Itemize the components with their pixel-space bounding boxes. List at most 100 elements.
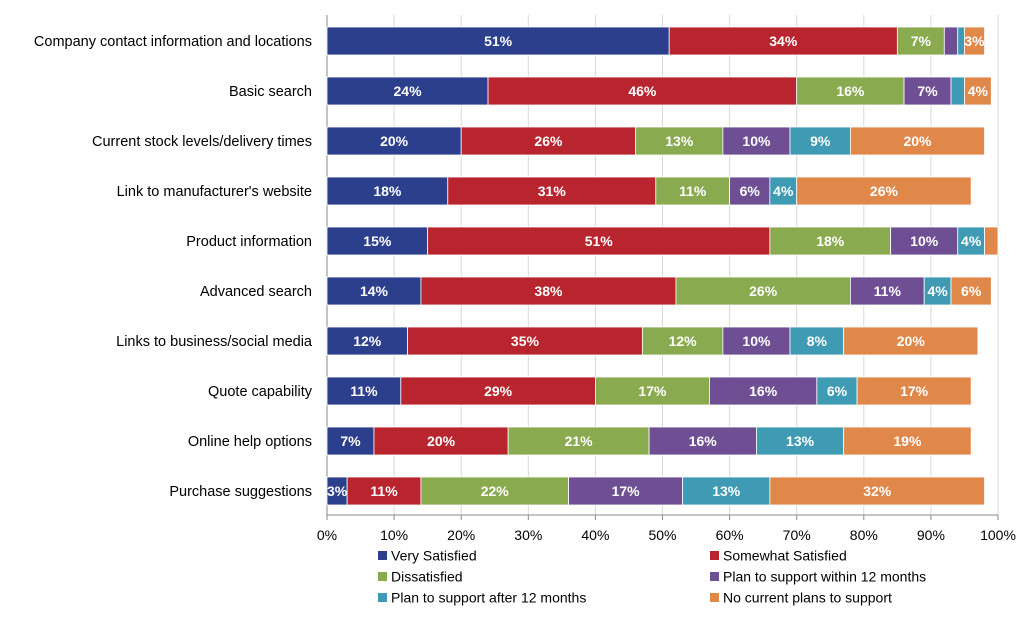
data-label: 9%: [810, 133, 831, 149]
bar-segment: [668, 26, 898, 56]
data-label: 7%: [911, 33, 932, 49]
bar-segment: [943, 26, 959, 56]
data-label: 34%: [769, 33, 798, 49]
data-label: 17%: [900, 383, 929, 399]
bar-segment: [675, 276, 851, 306]
bar-segment: [326, 26, 670, 56]
data-label: 4%: [773, 183, 794, 199]
data-label: 7%: [340, 433, 361, 449]
category-label: Online help options: [188, 434, 312, 450]
legend-swatch: [710, 572, 719, 581]
bar-segment: [964, 76, 992, 106]
bar-segment: [756, 426, 845, 456]
data-label: 15%: [363, 233, 392, 249]
data-label: 21%: [565, 433, 594, 449]
data-label: 13%: [665, 133, 694, 149]
bar-segment: [648, 426, 757, 456]
legend: Very Satisfied Somewhat Satisfied Dissatis…: [378, 548, 926, 606]
data-label: 38%: [534, 283, 563, 299]
category-label: Current stock levels/delivery times: [92, 134, 312, 150]
data-label: 51%: [484, 33, 513, 49]
legend-swatch: [378, 593, 387, 602]
data-label: 18%: [816, 233, 845, 249]
bar-segment: [326, 176, 449, 206]
bar-segment: [843, 326, 979, 356]
category-labels: Company contact information and location…: [34, 34, 313, 500]
data-label: 13%: [712, 483, 741, 499]
bar-segment: [487, 76, 798, 106]
data-label: 10%: [742, 133, 771, 149]
data-label: 29%: [484, 383, 513, 399]
data-label: 20%: [427, 433, 456, 449]
bar-segment: [796, 176, 972, 206]
bar-segment: [326, 226, 429, 256]
bar-segment: [655, 176, 730, 206]
bar-segment: [635, 126, 724, 156]
bar-segment: [950, 276, 992, 306]
data-label: 4%: [961, 233, 982, 249]
data-label: 17%: [638, 383, 667, 399]
data-label: 8%: [807, 333, 828, 349]
legend-swatch: [378, 572, 387, 581]
x-tick-label: 50%: [648, 527, 676, 543]
x-tick-label: 80%: [850, 527, 878, 543]
bar-segment: [903, 76, 952, 106]
bar-segment: [420, 476, 569, 506]
legend-label: Plan to support within 12 months: [723, 569, 926, 585]
bar-segment: [641, 326, 724, 356]
data-label: 22%: [481, 483, 510, 499]
data-label: 51%: [585, 233, 614, 249]
data-label: 10%: [742, 333, 771, 349]
bar-segment: [816, 376, 858, 406]
x-tick-label: 100%: [980, 527, 1016, 543]
bar-segment: [407, 326, 643, 356]
category-label: Advanced search: [200, 284, 312, 300]
data-label: 18%: [373, 183, 402, 199]
bar-segment: [796, 76, 905, 106]
data-label: 35%: [511, 333, 540, 349]
bar-segment: [849, 126, 985, 156]
bar-segment: [950, 76, 965, 106]
legend-label: Dissatisfied: [391, 569, 463, 585]
bar-segment: [326, 76, 489, 106]
bar-segment: [326, 326, 408, 356]
x-tick-label: 10%: [380, 527, 408, 543]
legend-label: Somewhat Satisfied: [723, 548, 847, 564]
bar-segment: [447, 176, 657, 206]
x-tick-label: 0%: [317, 527, 337, 543]
data-label: 17%: [612, 483, 641, 499]
bar-segment: [460, 126, 637, 156]
bar-segment: [856, 376, 972, 406]
data-label: 12%: [353, 333, 382, 349]
data-label: 46%: [628, 83, 657, 99]
bar-segment: [326, 276, 422, 306]
data-label: 20%: [380, 133, 409, 149]
data-label: 24%: [394, 83, 423, 99]
category-label: Link to manufacturer's website: [117, 184, 312, 200]
bar-segment: [709, 376, 818, 406]
bar-segment: [326, 426, 375, 456]
data-label: 26%: [870, 183, 899, 199]
bar-segment: [722, 126, 791, 156]
data-label: 4%: [927, 283, 948, 299]
bar-segment: [595, 376, 710, 406]
data-label: 16%: [749, 383, 778, 399]
bar-segment: [984, 226, 999, 256]
category-label: Basic search: [229, 84, 312, 100]
bar-segment: [326, 126, 462, 156]
data-label: 3%: [964, 33, 985, 49]
bar-segment: [346, 476, 422, 506]
x-tick-label: 40%: [581, 527, 609, 543]
bar-segment: [789, 326, 845, 356]
data-label: 6%: [961, 283, 982, 299]
data-label: 14%: [360, 283, 389, 299]
data-label: 10%: [910, 233, 939, 249]
bar-segment: [923, 276, 952, 306]
legend-label: No current plans to support: [723, 590, 892, 606]
bar-segment: [896, 26, 945, 56]
data-label: 4%: [968, 83, 989, 99]
legend-label: Very Satisfied: [391, 548, 477, 564]
category-label: Purchase suggestions: [169, 484, 312, 500]
bar-segment: [890, 226, 959, 256]
bar-segment: [843, 426, 972, 456]
